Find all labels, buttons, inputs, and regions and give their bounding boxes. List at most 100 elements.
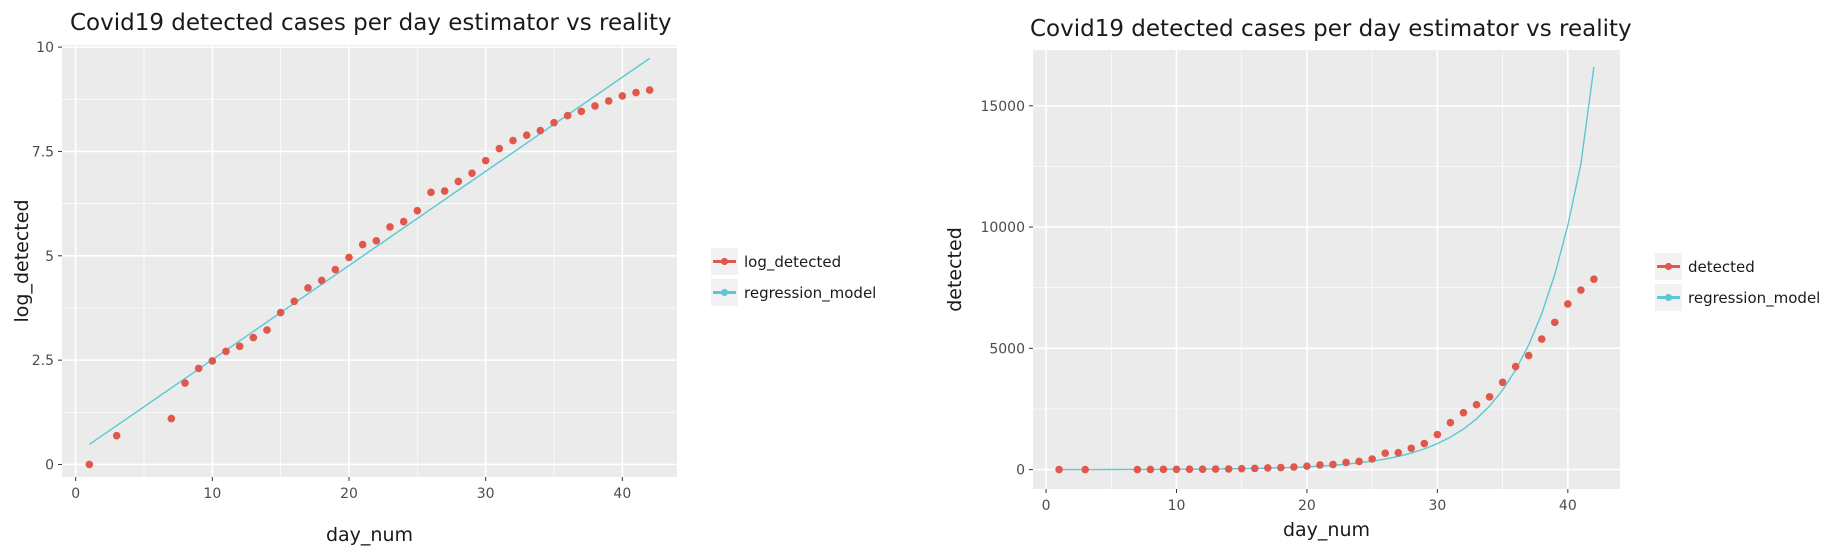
data-point-log_detected	[522, 131, 531, 139]
data-point-detected	[1264, 464, 1272, 472]
data-point-log_detected	[495, 144, 504, 153]
data-point-log_detected	[317, 276, 326, 285]
x-tick-label: 30	[1428, 498, 1446, 514]
data-point-detected	[1342, 458, 1350, 467]
data-point-detected	[1355, 457, 1363, 466]
data-point-log_detected	[372, 236, 381, 245]
data-point-log_detected	[181, 379, 189, 387]
legend-key-point	[1664, 262, 1673, 271]
data-point-log_detected	[222, 347, 230, 356]
data-point-log_detected	[481, 156, 490, 165]
data-point-detected	[1433, 430, 1442, 439]
data-point-log_detected	[454, 177, 463, 186]
data-point-log_detected	[263, 326, 271, 334]
y-tick-label: 0	[45, 457, 54, 473]
x-tick-label: 10	[1168, 498, 1186, 514]
x-tick-label: 10	[203, 486, 221, 502]
plot-panel	[1033, 50, 1620, 489]
legend-label: log_detected	[744, 253, 841, 272]
chart-title: Covid19 detected cases per day estimator…	[70, 10, 672, 36]
data-point-log_detected	[577, 107, 586, 116]
y-tick-label: 10000	[980, 220, 1025, 236]
data-point-log_detected	[112, 431, 121, 440]
chart-2: Covid19 detected cases per day estimator…	[944, 16, 1820, 541]
y-axis-title: log_detected	[11, 200, 33, 323]
x-tick-label: 40	[1559, 498, 1577, 514]
y-tick-label: 2.5	[32, 353, 54, 369]
data-point-detected	[1316, 461, 1324, 469]
data-point-detected	[1407, 444, 1416, 453]
data-point-detected	[1133, 465, 1142, 474]
x-tick-label: 40	[613, 486, 631, 502]
x-tick-label: 0	[71, 486, 80, 502]
data-point-log_detected	[440, 187, 449, 195]
x-tick-label: 30	[477, 486, 495, 502]
data-point-detected	[1459, 408, 1468, 417]
data-point-detected	[1472, 400, 1481, 409]
data-point-log_detected	[413, 206, 422, 215]
data-point-log_detected	[399, 217, 408, 226]
data-point-detected	[1198, 465, 1207, 473]
data-point-log_detected	[604, 97, 613, 105]
data-point-detected	[1537, 335, 1546, 343]
data-point-detected	[1172, 465, 1181, 474]
data-point-log_detected	[645, 86, 654, 94]
legend: detected regression_model	[1655, 253, 1820, 311]
data-point-log_detected	[563, 111, 572, 120]
data-point-detected	[1185, 465, 1194, 474]
y-tick-label: 0	[1016, 463, 1025, 479]
data-point-detected	[1550, 318, 1559, 327]
chart-title: Covid19 detected cases per day estimator…	[1030, 16, 1632, 42]
data-point-detected	[1394, 448, 1403, 457]
legend-key-point	[720, 288, 729, 297]
data-point-detected	[1420, 439, 1429, 448]
chart-1: Covid19 detected cases per day estimator…	[11, 10, 876, 546]
data-point-log_detected	[345, 253, 353, 262]
data-point-detected	[1446, 418, 1455, 427]
data-point-detected	[1159, 465, 1168, 474]
data-point-detected	[1250, 464, 1259, 473]
plot-panel	[62, 45, 677, 477]
data-point-detected	[1577, 286, 1585, 294]
y-tick-label: 5000	[989, 341, 1025, 357]
data-point-detected	[1237, 464, 1246, 473]
y-tick-label: 15000	[980, 99, 1025, 115]
data-point-log_detected	[550, 118, 558, 127]
data-point-detected	[1290, 463, 1298, 471]
data-point-detected	[1055, 465, 1063, 474]
y-tick-label: 10	[36, 40, 54, 56]
data-point-log_detected	[386, 223, 394, 231]
data-point-log_detected	[194, 364, 203, 373]
data-point-detected	[1277, 463, 1285, 472]
x-tick-label: 20	[340, 486, 358, 502]
data-point-log_detected	[290, 297, 299, 306]
data-point-log_detected	[468, 169, 476, 177]
data-point-detected	[1485, 393, 1494, 401]
x-axis-title: day_num	[326, 524, 413, 546]
data-point-log_detected	[358, 240, 367, 249]
x-tick-label: 20	[1298, 498, 1316, 514]
data-point-detected	[1564, 300, 1572, 308]
data-layer	[1055, 66, 1598, 474]
legend-label: regression_model	[744, 284, 876, 303]
legend-key-point	[1664, 293, 1673, 302]
data-point-detected	[1224, 465, 1233, 473]
legend-label: regression_model	[1688, 289, 1820, 308]
data-point-log_detected	[632, 88, 640, 97]
data-point-log_detected	[304, 284, 312, 292]
data-point-detected	[1368, 455, 1376, 463]
data-point-detected	[1081, 465, 1089, 474]
data-point-log_detected	[235, 342, 244, 351]
data-point-log_detected	[536, 126, 545, 135]
data-point-detected	[1511, 362, 1520, 371]
data-point-log_detected	[276, 308, 285, 317]
data-point-log_detected	[331, 265, 340, 274]
data-point-log_detected	[85, 460, 94, 469]
data-point-detected	[1211, 465, 1220, 473]
data-point-log_detected	[509, 136, 517, 145]
legend-label: detected	[1688, 258, 1755, 276]
data-point-detected	[1590, 275, 1598, 284]
x-axis-title: day_num	[1283, 519, 1370, 541]
